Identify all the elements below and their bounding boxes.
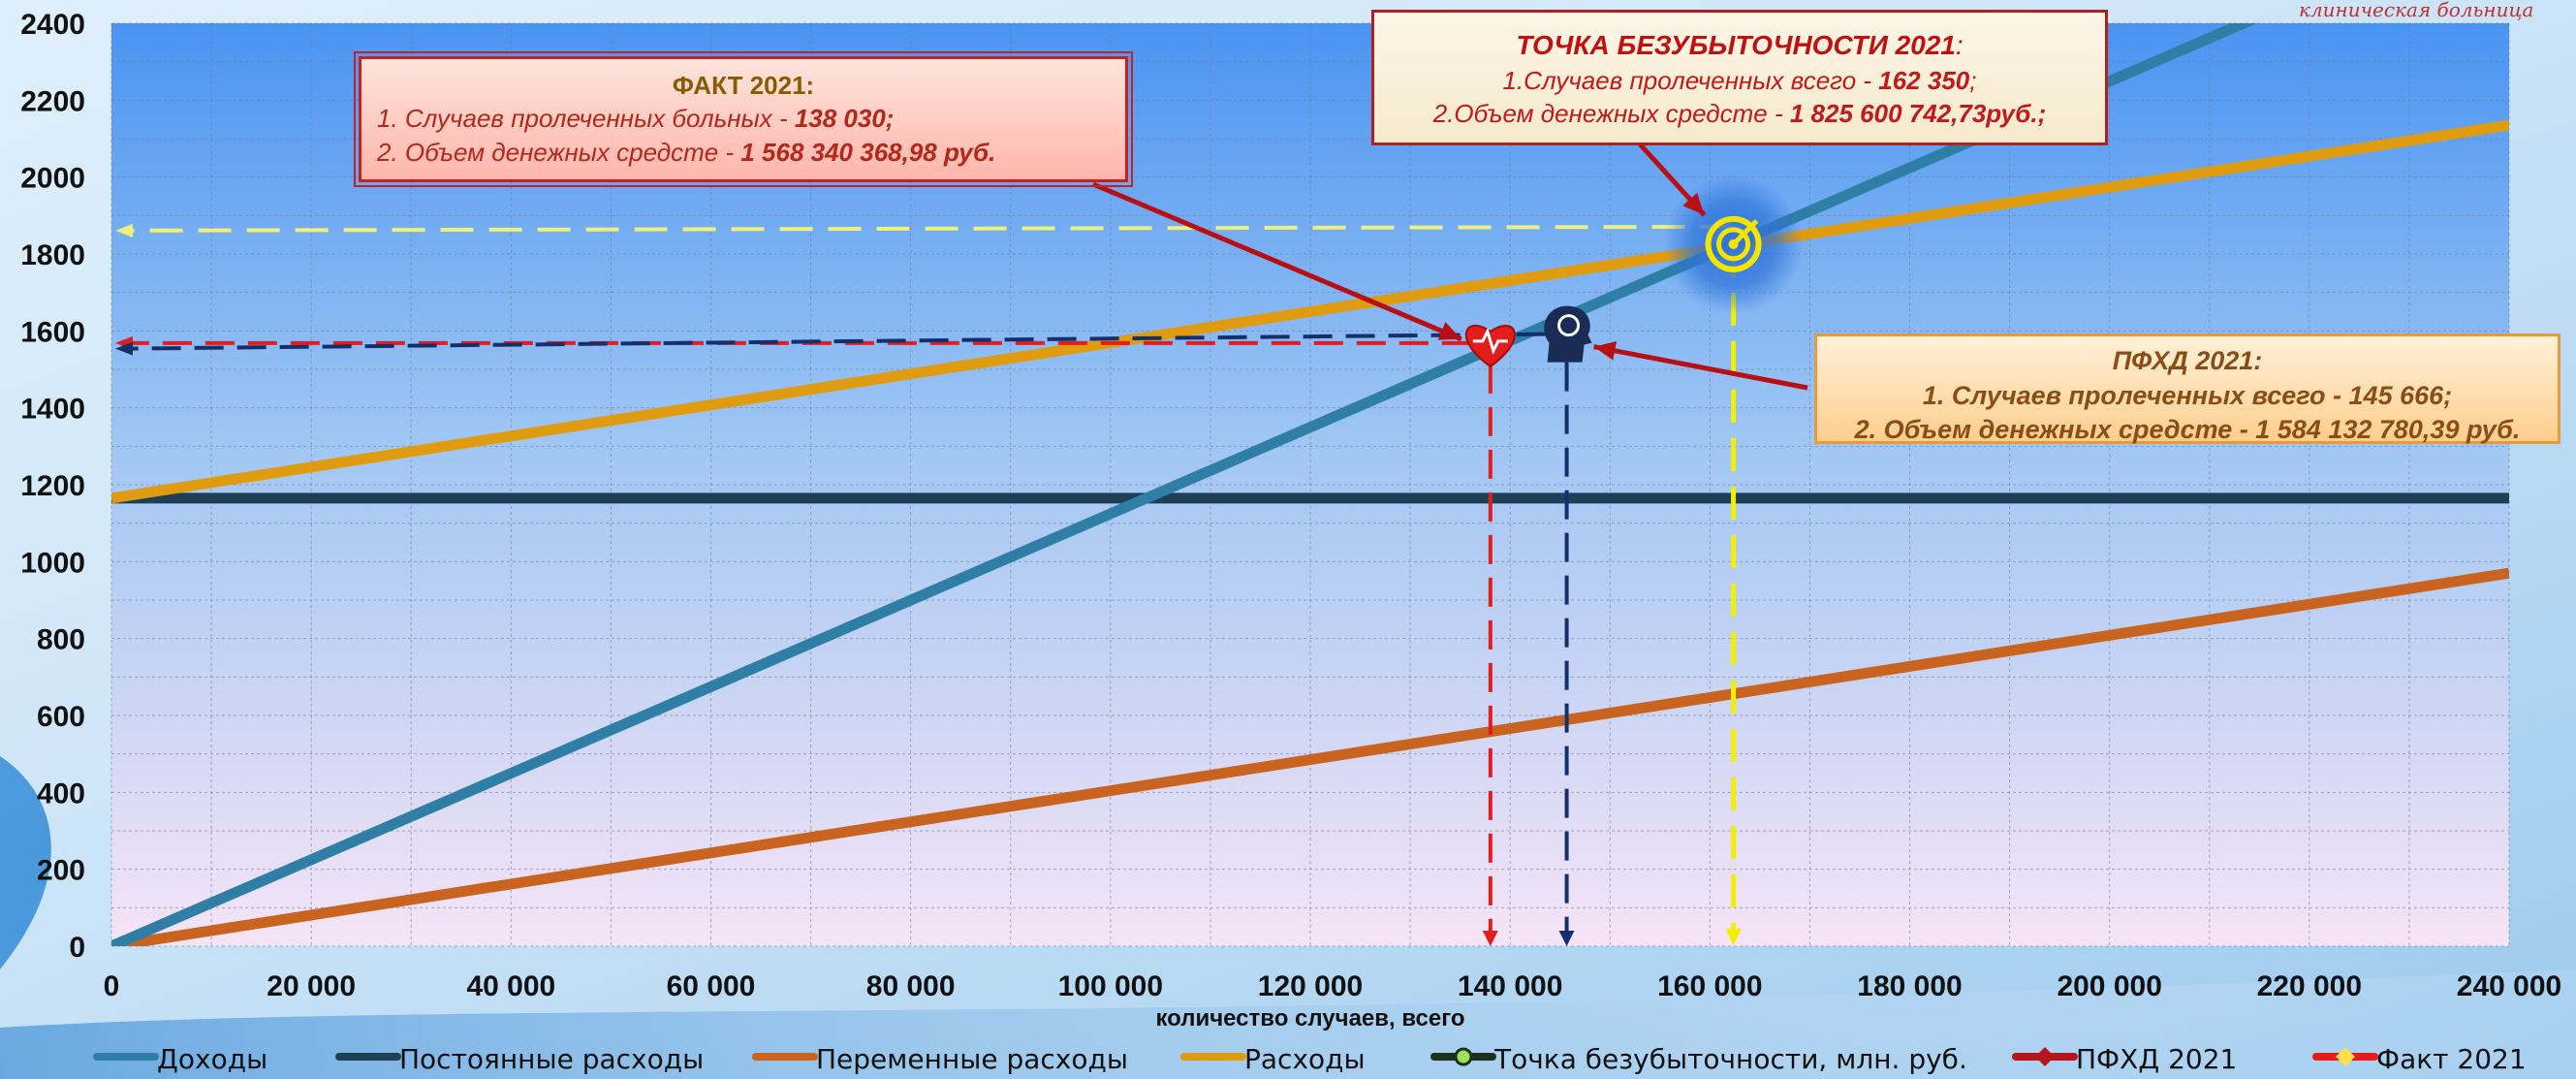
legend-label: Доходы [157,1043,267,1075]
y-tick-label: 800 [37,624,85,656]
x-tick-label: 120 000 [1258,970,1363,1002]
breakeven-line1-value: 162 350 [1878,65,1970,95]
axis-ticks: 0 20 000 40 000 60 000 80 000 100 000 120 000 1… [20,9,2561,1002]
breakeven-line2: 2.Объем денежных средсте - [1432,99,1790,129]
y-tick-label: 0 [69,932,85,964]
target-icon-ring [1716,227,1751,262]
legend-label: Постоянные расходы [399,1043,704,1075]
y-tick-label: 2400 [20,9,85,41]
y-tick-label: 1800 [20,239,85,271]
legend-label: Точка безубыточности, млн. руб. [1493,1043,1967,1075]
plan-h-arrowhead [115,341,133,356]
x-tick-label: 180 000 [1857,970,1962,1002]
legend: Доходы Постоянные расходы Переменные расхо… [93,1043,2527,1075]
x-tick-label: 140 000 [1458,970,1562,1002]
background-swoosh-bottom [0,969,2576,1079]
series-line-2 [111,567,2509,946]
breakeven-line2-value: 1 825 600 742,73руб.; [1789,99,2047,129]
x-axis-title: количество случаев, всего [1155,1005,1464,1031]
fact-line1-value: 138 030; [794,104,895,134]
x-tick-label: 100 000 [1058,970,1163,1002]
breakeven-callout-arrow-head [1682,192,1705,215]
target-icon [1705,215,1762,272]
fact-v-arrowhead [1482,931,1498,946]
breakeven-h-arrowhead [115,223,133,238]
plan-line2: 2. Объем денежных средсте - 1 584 132 78… [1854,415,2521,445]
x-tick-label: 40 000 [466,970,555,1002]
plan-callout: ПФХД 2021: 1. Случаев пролеченных всего … [1814,333,2560,444]
legend-marker [2336,1047,2355,1066]
fact-callout-title: ФАКТ 2021: [672,71,815,100]
head-icon-gear [1557,314,1581,337]
background-swoosh [0,756,51,969]
plan-line1: 1. Случаев пролеченных всего - 145 666; [1922,380,2453,410]
series-line-0 [111,23,2257,946]
legend-marker [2035,1047,2055,1066]
x-tick-label: 0 [104,970,120,1002]
fact-callout-arrow [1092,181,1462,342]
legend-label: Расходы [1244,1043,1366,1075]
guides [115,223,1742,946]
breakeven-callout: ТОЧКА БЕЗУБЫТОЧНОСТИ 2021: 1.Случаев про… [1371,10,2108,145]
x-tick-label: 20 000 [267,970,356,1002]
breakeven-h-guide [122,224,1734,233]
plan-h-guide [126,332,1546,351]
y-tick-label: 1400 [20,394,85,426]
fact-line2: 2. Объем денежных средсте - [377,137,741,167]
breakeven-v-arrowhead [1725,929,1742,946]
y-tick-label: 1600 [20,316,85,348]
x-tick-label: 80 000 [866,970,956,1002]
plan-v-arrowhead [1558,931,1575,946]
legend-label: Переменные расходы [816,1043,1128,1075]
fact-callout: ФАКТ 2021: 1. Случаев пролеченных больны… [354,51,1133,187]
x-tick-label: 220 000 [2257,970,2362,1002]
y-tick-label: 1000 [20,547,85,579]
plan-callout-arrow [1593,344,1808,391]
legend-label: Факт 2021 [2376,1043,2527,1075]
y-tick-label: 400 [37,778,85,809]
x-tick-label: 240 000 [2457,970,2561,1002]
x-tick-label: 160 000 [1657,970,1762,1002]
legend-label: ПФХД 2021 [2076,1043,2237,1075]
y-tick-label: 1200 [20,470,85,502]
breakeven-callout-title: ТОЧКА БЕЗУБЫТОЧНОСТИ 2021: [1516,30,1963,60]
legend-marker [1454,1047,1473,1066]
series [111,23,2509,946]
y-tick-label: 2200 [20,85,85,117]
series-line-3 [111,119,2509,504]
plan-callout-arrow-head [1593,340,1618,361]
hospital-caption: клиническая больница [2299,0,2534,21]
x-tick-label: 60 000 [667,970,756,1002]
x-tick-label: 200 000 [2057,970,2161,1002]
heart-icon-pulse [1472,327,1508,355]
breakeven-line1: 1.Случаев пролеченных всего - [1502,65,1879,95]
plan-callout-title: ПФХД 2021: [2112,346,2263,375]
y-tick-label: 600 [37,701,85,733]
callout-arrows [1092,136,1808,391]
y-tick-label: 2000 [20,163,85,195]
fact-callout-arrow-head [1437,322,1461,340]
y-tick-label: 200 [37,855,85,887]
target-icon-arrow [1731,219,1759,246]
fact-line2-value: 1 568 340 368,98 руб. [740,137,996,167]
fact-line1: 1. Случаев пролеченных больных - [377,104,795,134]
